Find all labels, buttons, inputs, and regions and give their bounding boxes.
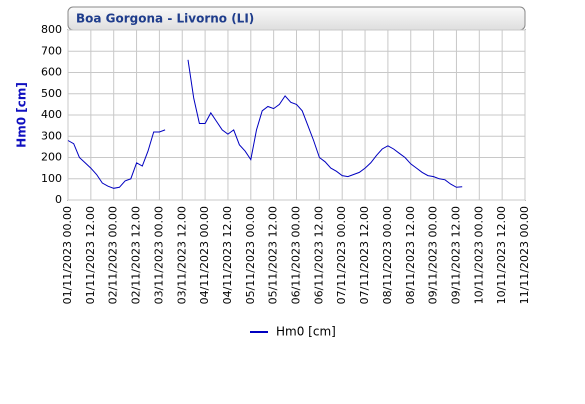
x-tick-label: 05/11/2023 00.00 [244, 206, 257, 304]
x-tick-label: 02/11/2023 12.00 [130, 206, 143, 304]
x-tick-label: 04/11/2023 12.00 [221, 206, 234, 304]
y-tick-label: 600 [41, 66, 62, 79]
x-tick-label: 09/11/2023 00.00 [427, 206, 440, 304]
x-tick-label: 03/11/2023 12.00 [175, 206, 188, 304]
x-tick-label: 02/11/2023 00.00 [107, 206, 120, 304]
data-line [67, 59, 463, 189]
x-tick-label: 06/11/2023 12.00 [312, 206, 325, 304]
x-tick-label: 01/11/2023 00.00 [61, 206, 74, 304]
y-tick-label: 700 [41, 44, 62, 57]
x-tick-label: 04/11/2023 00.00 [198, 206, 211, 304]
x-tick-label: 09/11/2023 12.00 [449, 206, 462, 304]
y-tick-label: 400 [41, 108, 62, 121]
x-tick-label: 08/11/2023 00.00 [381, 206, 394, 304]
y-tick-label: 800 [41, 23, 62, 36]
y-tick-label: 300 [41, 129, 62, 142]
x-tick-label: 01/11/2023 12.00 [84, 206, 97, 304]
x-tick-label: 08/11/2023 12.00 [404, 206, 417, 304]
x-tick-label: 05/11/2023 12.00 [267, 206, 280, 304]
x-tick-label: 11/11/2023 00.00 [518, 206, 531, 304]
y-axis-label: Hm0 [cm] [15, 82, 29, 148]
x-tick-label: 10/11/2023 12.00 [495, 206, 508, 304]
legend-label: Hm0 [cm] [276, 325, 336, 339]
y-tick-label: 200 [41, 151, 62, 164]
x-tick-label: 06/11/2023 00.00 [290, 206, 303, 304]
y-tick-label: 500 [41, 87, 62, 100]
x-tick-label: 10/11/2023 00.00 [472, 206, 485, 304]
x-tick-label: 07/11/2023 12.00 [358, 206, 371, 304]
x-tick-label: 03/11/2023 00.00 [152, 206, 165, 304]
y-tick-label: 0 [55, 193, 62, 206]
x-tick-label: 07/11/2023 00.00 [335, 206, 348, 304]
chart-title: Boa Gorgona - Livorno (LI) [76, 12, 254, 26]
y-tick-label: 100 [41, 172, 62, 185]
